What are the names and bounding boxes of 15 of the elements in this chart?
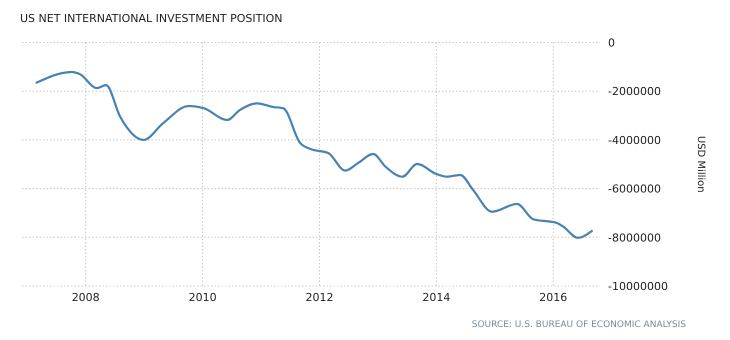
- y-tick-label: -6000000: [608, 182, 661, 196]
- source-note: SOURCE: U.S. BUREAU OF ECONOMIC ANALYSIS: [472, 320, 686, 330]
- y-tick-label: -4000000: [608, 134, 661, 147]
- x-tick-label: 2016: [539, 291, 568, 304]
- x-tick-label: 2012: [305, 291, 334, 304]
- chart-title: US NET INTERNATIONAL INVESTMENT POSITION: [20, 12, 283, 25]
- y-tick-label: -2000000: [608, 85, 661, 98]
- y-tick-label: 0: [608, 36, 615, 50]
- y-tick-label: -10000000: [608, 280, 668, 293]
- x-tick-label: 2010: [188, 291, 217, 304]
- x-tick-label: 2014: [422, 291, 450, 304]
- y-tick-label: -8000000: [608, 231, 661, 244]
- y-axis-title: USD Million: [695, 136, 706, 193]
- x-tick-label: 2008: [72, 291, 100, 304]
- line-series: [36, 70, 593, 239]
